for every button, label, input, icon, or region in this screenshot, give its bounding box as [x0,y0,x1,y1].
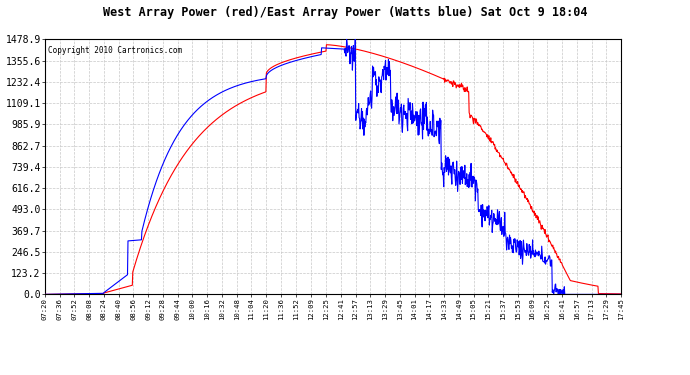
Text: West Array Power (red)/East Array Power (Watts blue) Sat Oct 9 18:04: West Array Power (red)/East Array Power … [103,6,587,19]
Text: Copyright 2010 Cartronics.com: Copyright 2010 Cartronics.com [48,46,182,55]
